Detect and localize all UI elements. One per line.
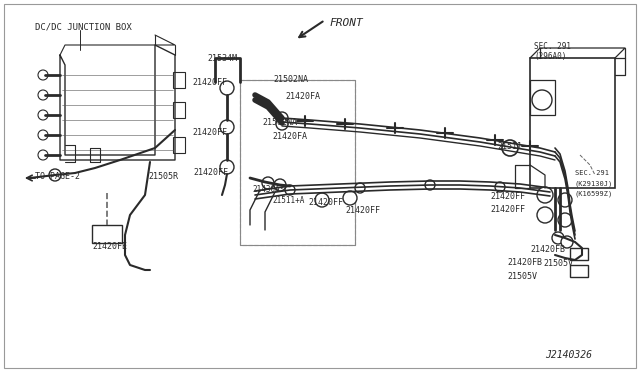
- Bar: [173, 137, 185, 153]
- Circle shape: [502, 140, 518, 156]
- Text: 21430A²: 21430A²: [252, 185, 284, 194]
- Circle shape: [220, 81, 234, 95]
- Text: 21420FF: 21420FF: [490, 205, 525, 214]
- Text: 21420FF: 21420FF: [192, 78, 227, 87]
- Circle shape: [220, 160, 234, 174]
- Circle shape: [495, 182, 505, 192]
- Circle shape: [276, 112, 288, 124]
- Text: SEC. 291: SEC. 291: [575, 170, 609, 176]
- Text: 21420FA: 21420FA: [285, 92, 320, 101]
- Circle shape: [285, 185, 295, 195]
- Text: 21502NA: 21502NA: [273, 75, 308, 84]
- Text: 21420FF: 21420FF: [192, 128, 227, 137]
- Circle shape: [38, 90, 48, 100]
- Circle shape: [355, 183, 365, 193]
- Circle shape: [561, 236, 573, 248]
- Circle shape: [274, 179, 286, 191]
- Text: 21420FF: 21420FF: [308, 198, 343, 207]
- Text: (K29130J): (K29130J): [575, 180, 613, 186]
- Text: FRONT: FRONT: [330, 18, 364, 28]
- Bar: [92, 225, 122, 243]
- Circle shape: [425, 180, 435, 190]
- Circle shape: [537, 207, 553, 223]
- Text: 21505R: 21505R: [148, 172, 178, 181]
- Circle shape: [49, 169, 61, 181]
- Circle shape: [315, 193, 329, 207]
- Text: 21420FF: 21420FF: [345, 206, 380, 215]
- Text: 21502NA: 21502NA: [262, 118, 297, 127]
- Text: 21420FB: 21420FB: [530, 245, 565, 254]
- Text: 21505V: 21505V: [507, 272, 537, 281]
- Circle shape: [38, 130, 48, 140]
- Bar: [530, 58, 615, 188]
- Text: 21420FF: 21420FF: [490, 192, 525, 201]
- Text: J2140326: J2140326: [545, 350, 592, 360]
- Text: 21505V: 21505V: [543, 259, 573, 268]
- Text: SEC. 291: SEC. 291: [534, 42, 571, 51]
- Bar: [570, 248, 588, 260]
- Circle shape: [532, 90, 552, 110]
- Text: 21420FB: 21420FB: [507, 258, 542, 267]
- Text: (K16599Z): (K16599Z): [575, 190, 613, 196]
- Circle shape: [220, 120, 234, 134]
- Bar: [530, 80, 555, 115]
- Bar: [240, 80, 355, 245]
- Text: DC/DC JUNCTION BOX: DC/DC JUNCTION BOX: [35, 22, 132, 31]
- Circle shape: [558, 193, 572, 207]
- Bar: [173, 102, 185, 118]
- Bar: [240, 80, 355, 245]
- Bar: [173, 72, 185, 88]
- Text: 21511: 21511: [497, 142, 522, 151]
- Circle shape: [38, 70, 48, 80]
- Circle shape: [343, 191, 357, 205]
- Circle shape: [262, 177, 274, 189]
- Bar: [570, 265, 588, 277]
- Text: 21420FA: 21420FA: [272, 132, 307, 141]
- Circle shape: [38, 150, 48, 160]
- Text: (296A0): (296A0): [534, 52, 566, 61]
- Text: 21420FE: 21420FE: [92, 242, 127, 251]
- Circle shape: [38, 110, 48, 120]
- Circle shape: [558, 213, 572, 227]
- Text: TO PAGE-2: TO PAGE-2: [35, 172, 80, 181]
- Circle shape: [537, 187, 553, 203]
- Text: 21420FF: 21420FF: [193, 168, 228, 177]
- Text: 21534M: 21534M: [207, 54, 237, 63]
- Text: 21511+A: 21511+A: [272, 196, 305, 205]
- Circle shape: [276, 118, 288, 130]
- Circle shape: [552, 232, 564, 244]
